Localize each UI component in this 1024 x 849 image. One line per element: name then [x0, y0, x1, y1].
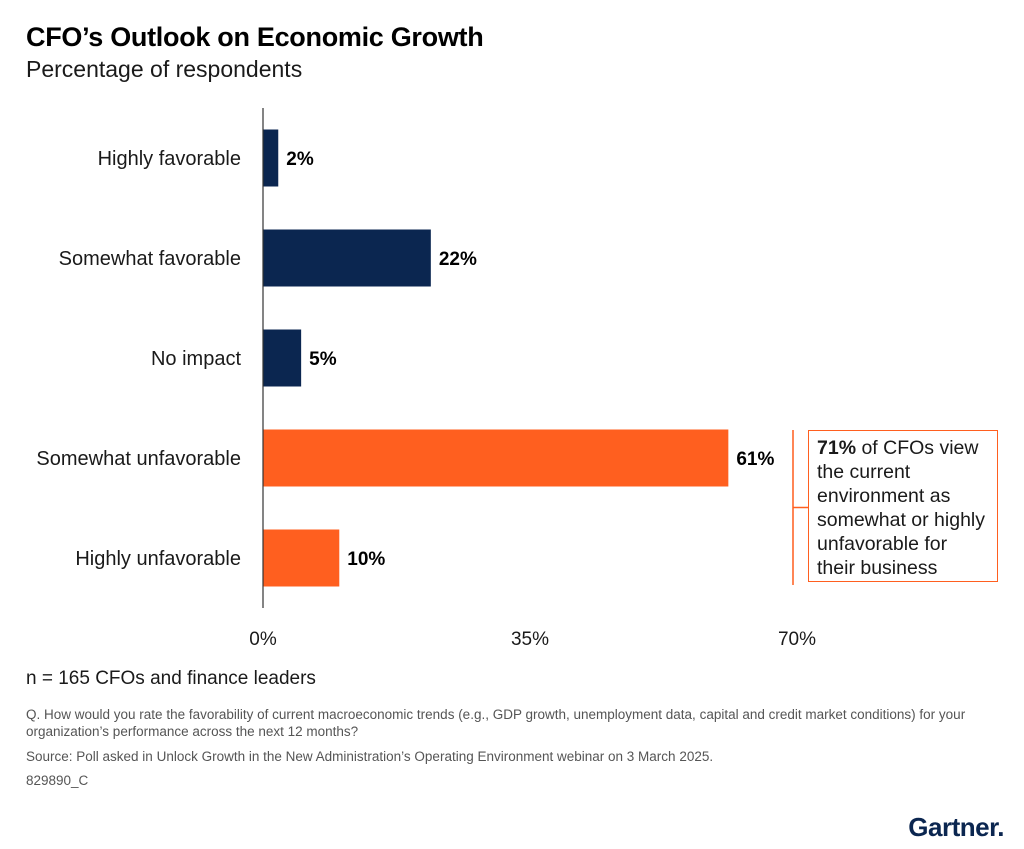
gartner-logo: Gartner.: [908, 812, 1004, 843]
x-tick-label-0: 0%: [249, 629, 277, 650]
callout-bold: 71%: [817, 437, 857, 459]
category-label-3: Somewhat unfavorable: [36, 448, 241, 470]
bar-1: [263, 229, 431, 287]
chart-title: CFO’s Outlook on Economic Growth: [26, 22, 484, 52]
value-label-0: 2%: [286, 149, 314, 170]
logo-text: Gartner: [908, 812, 998, 842]
bar-0: [263, 129, 279, 187]
category-label-1: Somewhat favorable: [59, 248, 241, 270]
x-axis-ticks: 0% 35% 70%: [249, 629, 816, 650]
value-label-1: 22%: [439, 249, 477, 270]
x-tick-label-2: 70%: [778, 629, 816, 650]
bars: [263, 129, 729, 587]
callout-box: 71% of CFOs view the current environment…: [808, 430, 998, 582]
value-label-2: 5%: [309, 349, 337, 370]
x-tick-label-1: 35%: [511, 629, 549, 650]
value-label-3: 61%: [736, 449, 774, 470]
bar-2: [263, 329, 302, 387]
bar-4: [263, 529, 340, 587]
bar-chart: Highly favorable Somewhat favorable No imp…: [36, 108, 816, 650]
logo-dot: .: [997, 812, 1004, 842]
source-note: Source: Poll asked in Unlock Growth in t…: [26, 749, 714, 764]
value-labels: 2% 22% 5% 61% 10%: [286, 149, 774, 570]
callout-text: of CFOs view the current environment as …: [817, 437, 985, 579]
chart-subtitle: Percentage of respondents: [26, 56, 303, 82]
category-label-0: Highly favorable: [98, 148, 241, 170]
value-label-4: 10%: [347, 549, 385, 570]
bar-3: [263, 429, 729, 487]
category-label-4: Highly unfavorable: [75, 548, 241, 570]
sample-size-note: n = 165 CFOs and finance leaders: [26, 668, 316, 689]
callout-bracket: [792, 430, 808, 585]
figure-code: 829890_C: [26, 773, 89, 788]
category-label-2: No impact: [151, 348, 241, 370]
category-labels: Highly favorable Somewhat favorable No imp…: [36, 148, 241, 570]
survey-question: Q. How would you rate the favorability o…: [26, 707, 966, 739]
